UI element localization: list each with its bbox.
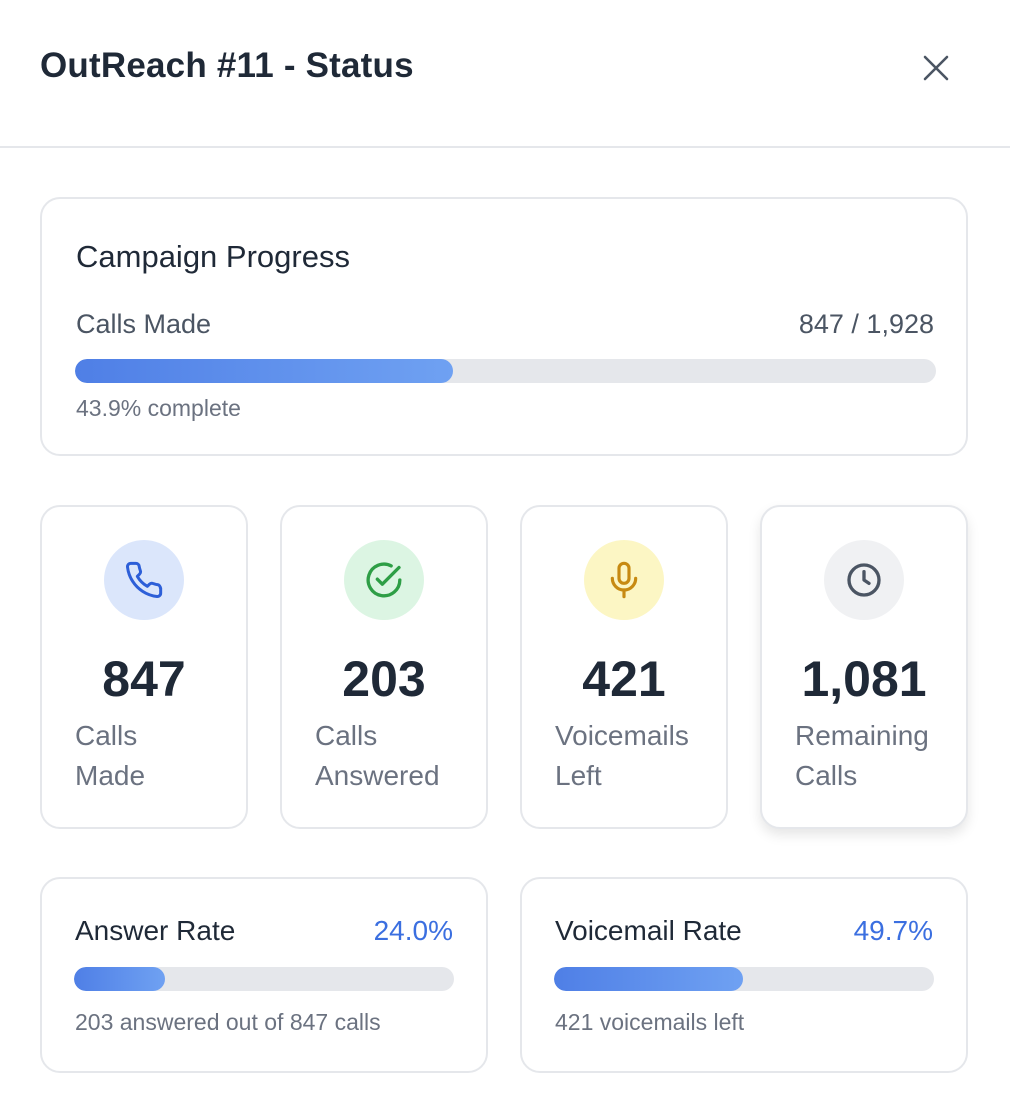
stat-label-line: Made [75, 760, 146, 791]
stat-card-voicemails-left: 421 Voicemails Left [520, 505, 728, 829]
campaign-progress-fill [75, 359, 453, 383]
stat-label-line: Answered [315, 760, 440, 791]
calls-made-count: 847 / 1,928 [798, 309, 934, 339]
stat-value: 847 [102, 651, 186, 707]
stat-icon-circle [344, 540, 424, 620]
stat-value: 421 [582, 651, 666, 707]
answer-rate-title: Answer Rate [75, 915, 236, 946]
voicemail-rate-value: 49.7% [853, 915, 933, 946]
stat-label-line: Calls [795, 760, 858, 791]
voicemail-rate-title: Voicemail Rate [555, 915, 742, 946]
voicemail-rate-note: 421 voicemails left [555, 1009, 745, 1035]
answer-rate-card: Answer Rate 24.0% 203 answered out of 84… [40, 877, 488, 1073]
clock-icon [847, 563, 881, 597]
modal-header: OutReach #11 - Status [0, 0, 1010, 148]
stat-label-line: Calls [75, 720, 138, 751]
voicemail-rate-bar [554, 967, 934, 991]
stat-value: 203 [342, 651, 426, 707]
stat-card-calls-answered: 203 Calls Answered [280, 505, 488, 829]
close-button[interactable] [916, 48, 956, 88]
stat-label-line: Voicemails [555, 720, 689, 751]
campaign-progress-title: Campaign Progress [76, 239, 350, 274]
voicemail-rate-fill [554, 967, 743, 991]
answer-rate-fill [74, 967, 166, 991]
stat-label: Remaining Calls [795, 716, 965, 796]
close-icon [923, 55, 949, 81]
answer-rate-bar [74, 967, 454, 991]
stat-label-line: Left [555, 760, 602, 791]
stat-icon-circle [584, 540, 664, 620]
check-circle-icon [366, 562, 402, 598]
stat-label: Voicemails Left [555, 716, 725, 796]
stat-icon-circle [104, 540, 184, 620]
voicemail-rate-card: Voicemail Rate 49.7% 421 voicemails left [520, 877, 968, 1073]
campaign-progress-note: 43.9% complete [76, 395, 241, 421]
answer-rate-note: 203 answered out of 847 calls [75, 1009, 381, 1035]
answer-rate-value: 24.0% [373, 915, 453, 946]
stat-card-remaining-calls: 1,081 Remaining Calls [760, 505, 968, 829]
stat-label-line: Remaining [795, 720, 929, 751]
page-title: OutReach #11 - Status [40, 46, 414, 85]
stat-card-calls-made: 847 Calls Made [40, 505, 248, 829]
phone-icon [126, 561, 163, 598]
microphone-icon [610, 561, 638, 599]
campaign-progress-bar [75, 359, 936, 383]
campaign-progress-card: Campaign Progress Calls Made 847 / 1,928… [40, 197, 968, 456]
stat-icon-circle [824, 540, 904, 620]
stat-label-line: Calls [315, 720, 378, 751]
stat-value: 1,081 [801, 651, 927, 707]
stat-label: Calls Made [75, 716, 245, 796]
stat-label: Calls Answered [315, 716, 485, 796]
calls-made-label: Calls Made [76, 309, 212, 339]
